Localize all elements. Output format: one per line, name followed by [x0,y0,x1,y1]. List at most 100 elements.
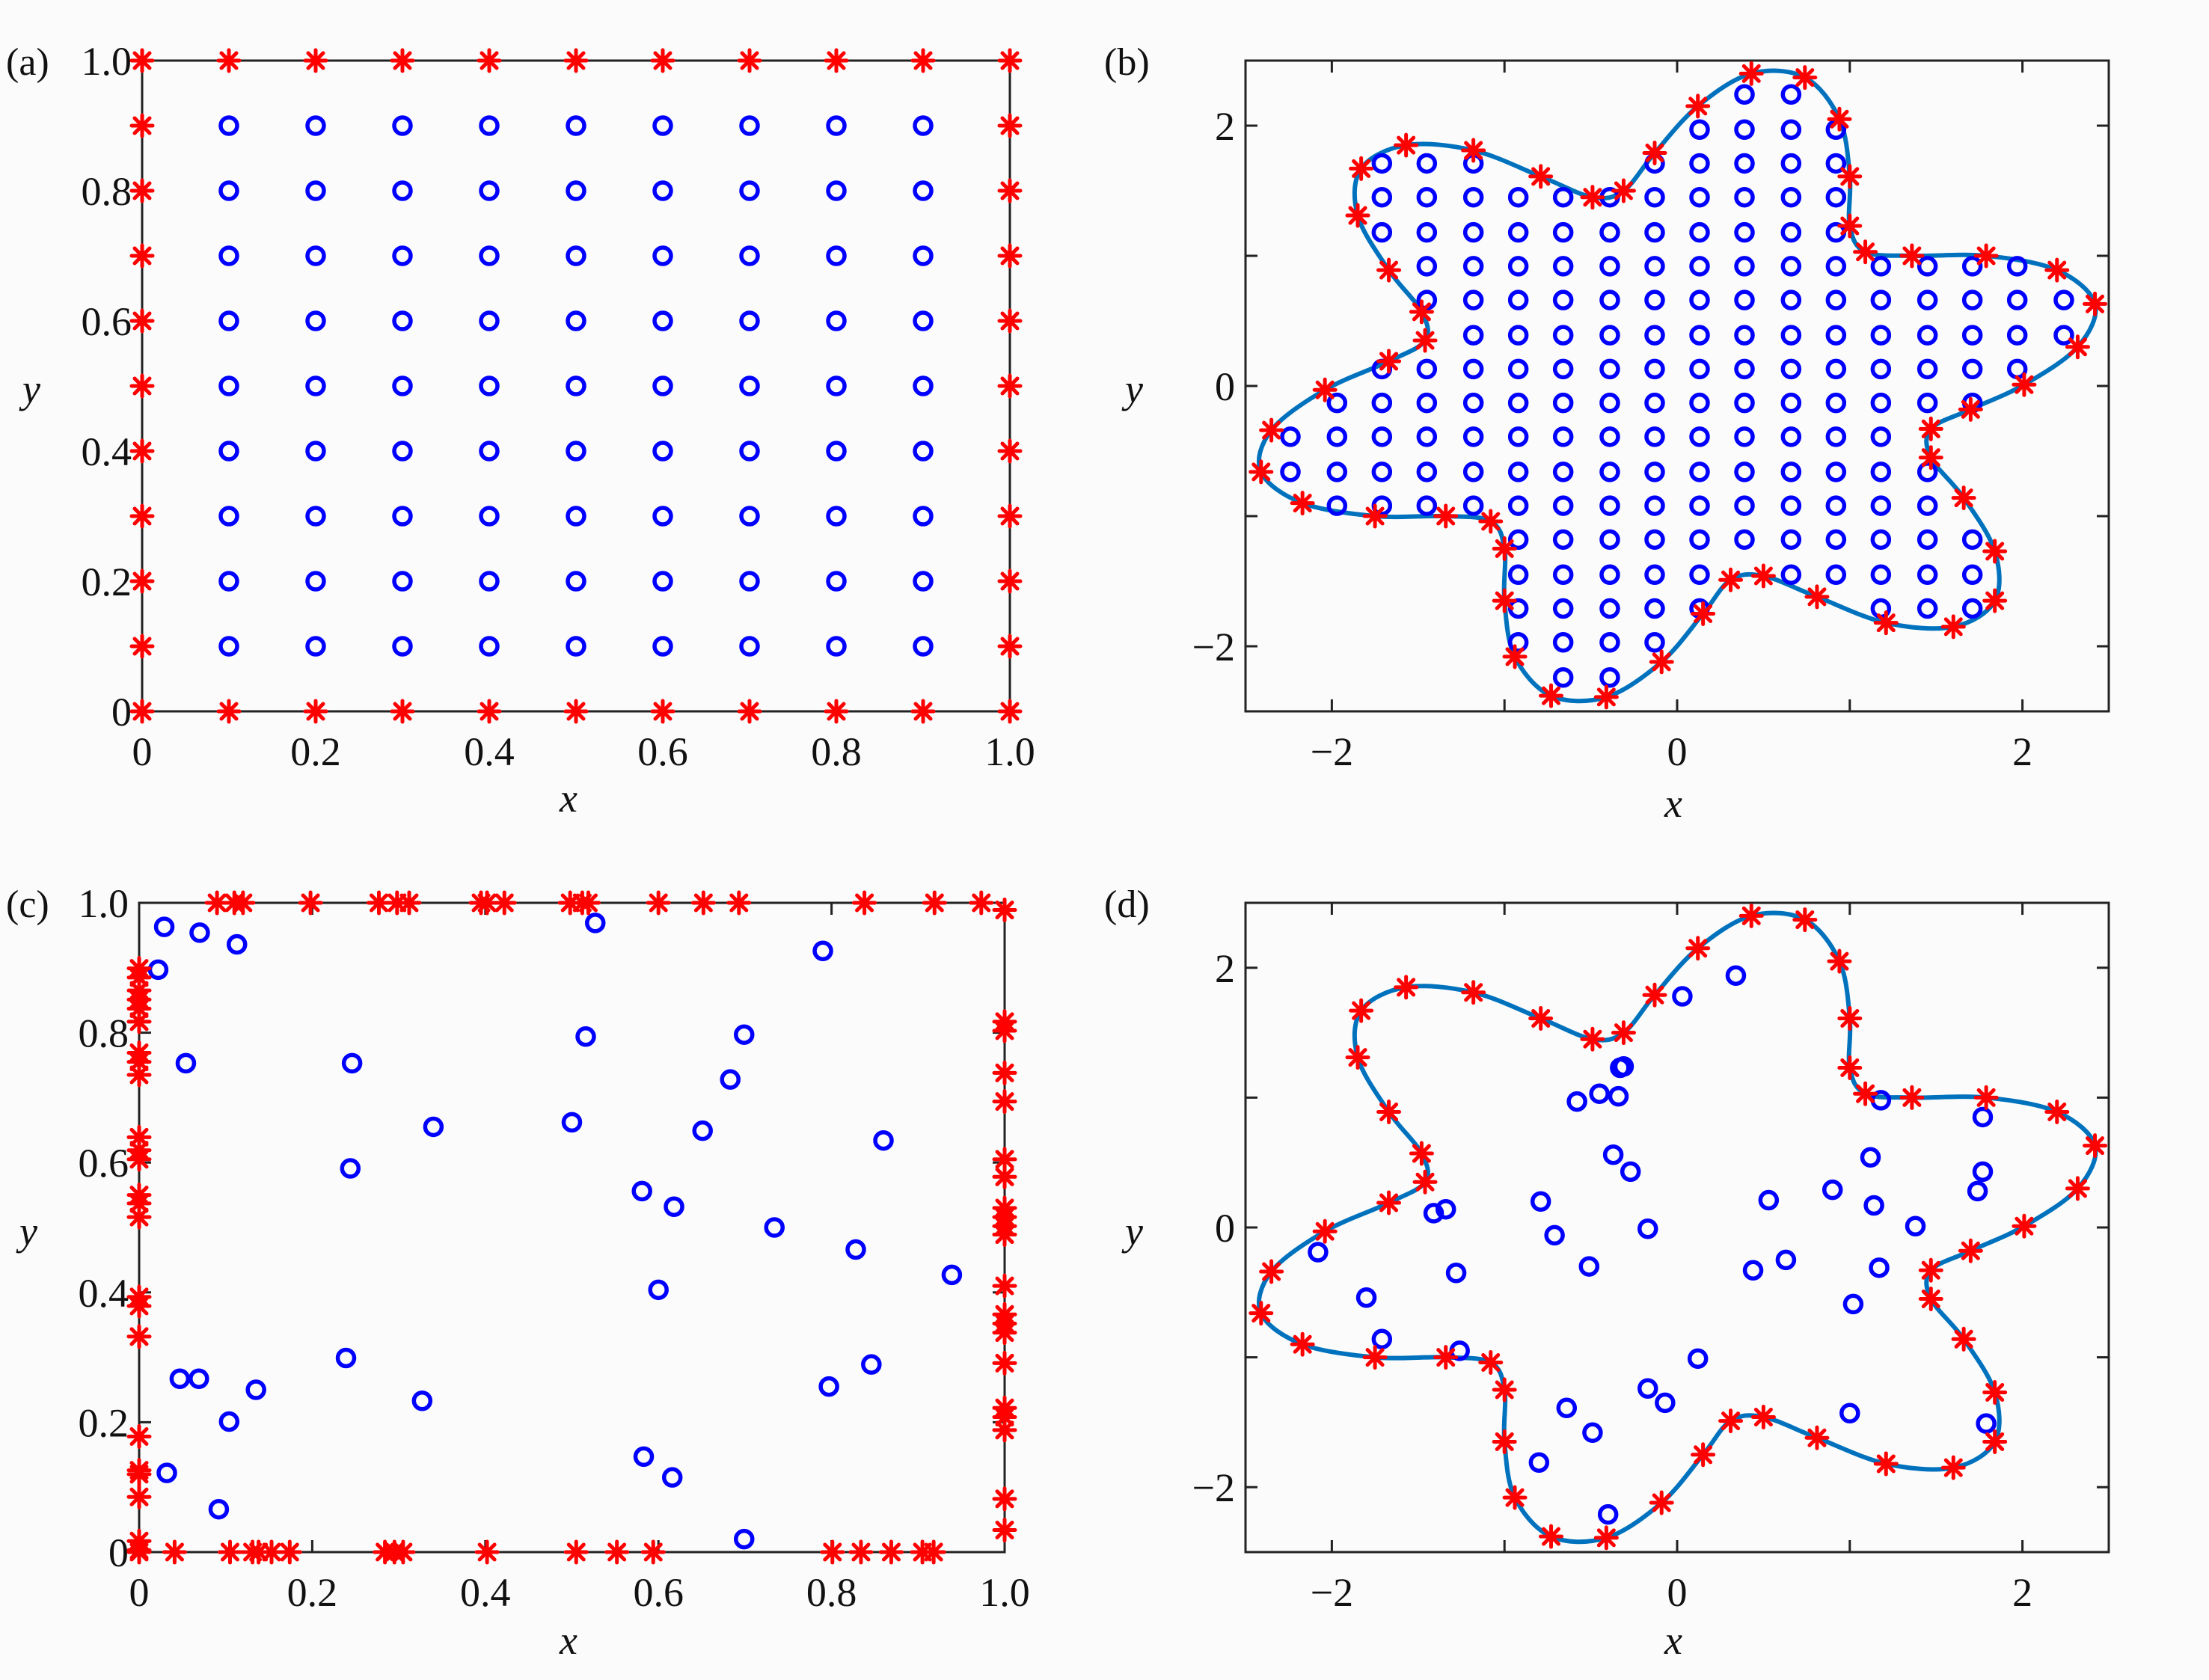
boundary-point [1958,396,1983,422]
asterisk-stroke [643,1542,663,1562]
interior-point [561,1112,583,1133]
asterisk-stroke [913,51,933,70]
asterisk-stroke [995,1150,1014,1169]
interior-point [566,245,586,266]
boundary-point [129,373,155,399]
boundary-point [230,890,256,916]
interior-point [1613,1055,1634,1077]
boundary-point [129,634,155,659]
asterisk-stroke [1379,352,1399,371]
interior-point [739,245,760,266]
boundary-point [126,1183,152,1208]
boundary-point [820,1539,845,1565]
interior-point [218,310,239,331]
asterisk-stroke [995,1276,1014,1296]
asterisk-stroke [1985,542,2005,561]
interior-point [1371,1328,1393,1350]
y-tick-label: 1.0 [82,39,132,84]
asterisk-stroke [306,51,325,70]
boundary-point [1982,539,2008,564]
interior-point [913,441,934,462]
interior-point [423,1116,444,1138]
asterisk-stroke [1645,144,1664,163]
boundary-point [1461,138,1486,163]
boundary-point [477,699,502,724]
asterisk-stroke [740,702,759,721]
asterisk-stroke [1840,216,1860,236]
boundary-point [997,243,1023,269]
asterisk-stroke [480,702,499,721]
interior-point [1734,392,1755,414]
asterisk-stroke [132,311,152,331]
interior-point [1608,1085,1629,1107]
interior-point [1780,392,1802,414]
asterisk-stroke [2015,375,2034,394]
interior-point [1552,186,1574,208]
interior-point [1655,1392,1676,1414]
boundary-point [303,48,328,73]
asterisk-stroke [1985,591,2005,610]
y-tick-label: 0.8 [82,169,132,214]
interior-point [1599,632,1620,653]
interior-point [1917,256,1938,277]
interior-point [1917,392,1938,414]
y-tick-label: 0.4 [79,1271,129,1316]
interior-point [1644,529,1665,551]
asterisk-stroke [2086,294,2105,313]
interior-point [1972,1161,1994,1183]
asterisk-stroke [1961,1241,1980,1260]
boundary-point [1792,907,1818,933]
boundary-point [2083,291,2108,316]
interior-point [1917,289,1938,310]
x-tick-label: 0 [1667,1570,1688,1615]
asterisk-stroke [129,1327,149,1346]
interior-point [1462,358,1484,380]
asterisk-stroke [129,1012,149,1031]
asterisk-stroke [399,893,419,913]
boundary-point [1345,1045,1370,1070]
asterisk-stroke [1000,637,1020,656]
interior-point [1917,358,1938,380]
interior-point [1825,495,1847,516]
boundary-point [1539,1524,1564,1549]
boundary-point [997,48,1023,73]
interior-point [479,245,500,266]
x-tick-label: 0 [1667,729,1688,774]
interior-point [245,1379,266,1400]
boundary-point [1982,1429,2008,1454]
asterisk-stroke [1954,1329,1973,1349]
interior-point [1689,462,1710,482]
asterisk-stroke [1000,702,1020,721]
interior-point [1870,462,1892,482]
asterisk-stroke [1795,68,1815,88]
boundary-point [1837,1006,1863,1031]
asterisk-stroke [1614,181,1633,200]
interior-point [479,441,500,462]
interior-point [1462,256,1484,277]
interior-point [1689,426,1710,447]
interior-point [1507,632,1529,653]
boundary-point [1461,980,1486,1005]
interior-point [1775,1249,1797,1271]
interior-point [1869,1257,1890,1278]
boundary-point [1873,610,1899,636]
boundary-point [997,699,1023,724]
asterisk-stroke [477,893,497,913]
interior-point [1825,426,1847,447]
asterisk-stroke [132,181,152,200]
asterisk-stroke [1856,242,1875,262]
asterisk-stroke [1436,1348,1456,1367]
interior-point [826,115,847,136]
interior-point [1780,564,1802,586]
interior-point [305,115,326,136]
asterisk-stroke [280,1542,299,1562]
interior-point [1416,221,1438,243]
interior-point [1734,426,1755,447]
interior-point [1734,289,1755,310]
interior-point [1620,1161,1641,1183]
asterisk-stroke [1583,188,1602,207]
asterisk-stroke [566,51,586,70]
interior-point [913,571,934,592]
asterisk-stroke [1531,167,1551,186]
interior-point [826,506,847,527]
